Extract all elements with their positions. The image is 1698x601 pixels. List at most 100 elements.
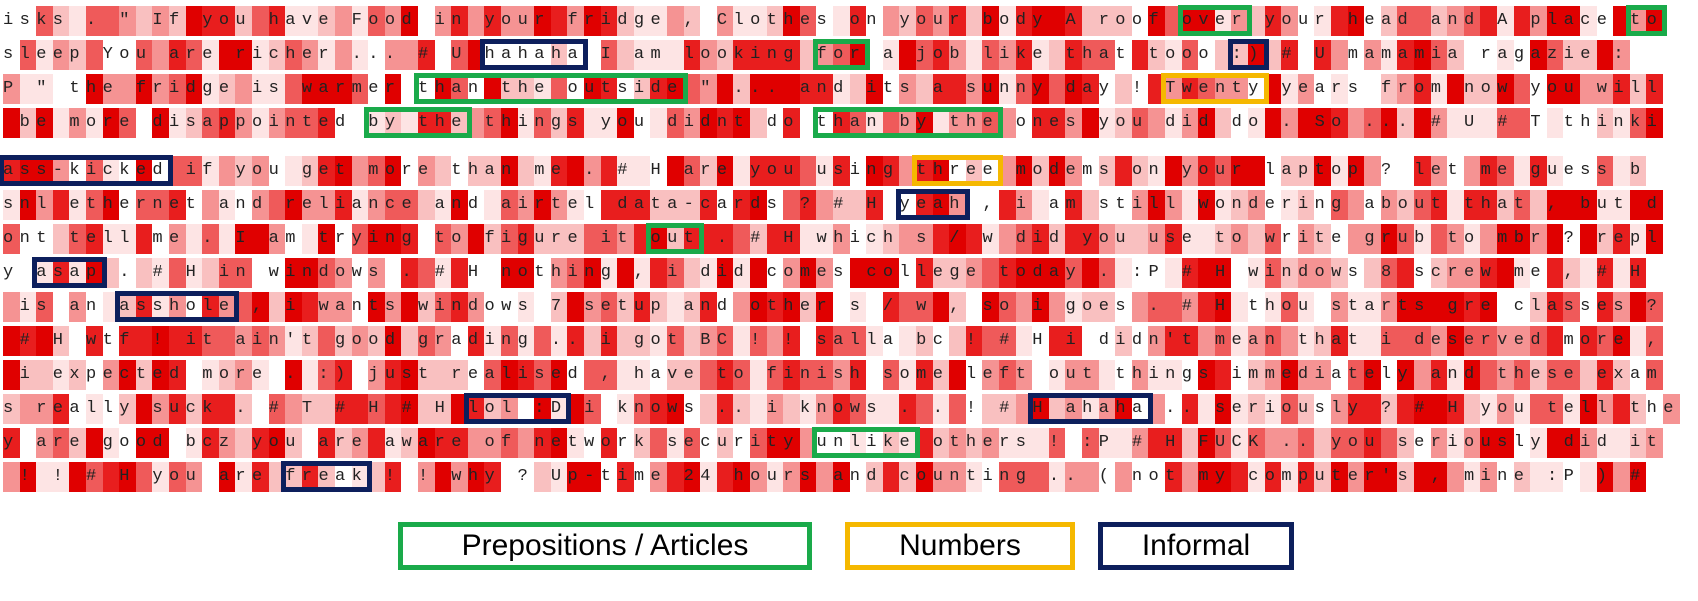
heat-cell xyxy=(667,428,684,458)
heat-cell xyxy=(1646,224,1663,254)
heat-cell xyxy=(550,108,568,138)
heat-cell xyxy=(1297,258,1315,288)
heat-cell xyxy=(882,108,900,138)
heat-cell xyxy=(185,326,203,356)
heat-cell xyxy=(467,108,485,138)
heat-cell xyxy=(584,156,601,186)
heat-cell xyxy=(285,74,302,104)
heat-cell xyxy=(301,74,319,104)
heat-cell xyxy=(750,428,767,458)
heat-cell xyxy=(1165,258,1182,288)
heat-cell xyxy=(501,258,518,288)
heat-cell xyxy=(750,74,767,104)
heat-cell xyxy=(467,428,485,458)
heat-cell xyxy=(86,292,103,322)
heat-cell xyxy=(235,428,252,458)
heat-cell xyxy=(633,394,651,424)
heat-cell xyxy=(1264,462,1282,492)
heat-cell xyxy=(202,156,219,186)
highlight-box: freak xyxy=(281,461,373,492)
heat-cell xyxy=(102,74,120,104)
heat-cell xyxy=(617,74,634,104)
text-line: sleep You are richer ... # U hahaha I am… xyxy=(3,39,1631,70)
heat-cell xyxy=(1347,190,1365,220)
heat-cell xyxy=(467,156,485,186)
heat-cell xyxy=(1281,394,1298,424)
text-segment: others ! :P # H FUCK .. you seriously di… xyxy=(916,433,1664,452)
heat-cell xyxy=(833,6,850,36)
heat-cell xyxy=(700,190,717,220)
heat-cell xyxy=(1613,258,1630,288)
heat-cell xyxy=(1397,258,1414,288)
heat-cell xyxy=(1032,462,1049,492)
heat-cell xyxy=(1281,190,1298,220)
heat-cell xyxy=(1231,40,1248,70)
heat-cell xyxy=(169,462,186,492)
heat-cell xyxy=(368,258,385,288)
heat-cell xyxy=(1596,224,1614,254)
heat-cell xyxy=(268,74,286,104)
heat-cell xyxy=(268,428,286,458)
heat-cell xyxy=(501,428,518,458)
heat-cell xyxy=(683,224,701,254)
heat-cell xyxy=(1380,394,1398,424)
heat-cell xyxy=(1596,428,1614,458)
heat-cell xyxy=(600,394,618,424)
heat-cell xyxy=(285,394,302,424)
heat-cell xyxy=(1181,224,1199,254)
heat-cell xyxy=(401,190,418,220)
heat-cell xyxy=(1181,156,1199,186)
heat-cell xyxy=(484,224,501,254)
heat-cell xyxy=(1148,190,1165,220)
heat-cell xyxy=(1596,258,1614,288)
heat-cell xyxy=(1530,326,1547,356)
heat-cell xyxy=(434,462,452,492)
heat-cell xyxy=(733,360,750,390)
heat-cell xyxy=(19,292,37,322)
heat-cell xyxy=(567,6,584,36)
heat-cell xyxy=(1198,40,1215,70)
heat-cell xyxy=(1480,292,1497,322)
heat-cell xyxy=(932,6,950,36)
heat-cell xyxy=(152,428,169,458)
heat-cell xyxy=(451,462,468,492)
heat-cell xyxy=(1347,40,1365,70)
heat-cell xyxy=(733,326,750,356)
heat-cell xyxy=(849,190,867,220)
heat-cell xyxy=(301,360,319,390)
heat-cell xyxy=(135,292,153,322)
text-segment: # U mamamia ragazie : xyxy=(1264,45,1631,64)
heat-cell xyxy=(849,40,867,70)
heat-cell xyxy=(833,428,850,458)
heat-cell xyxy=(52,224,70,254)
heat-cell xyxy=(3,74,20,104)
heat-cell xyxy=(1048,258,1066,288)
heat-cell xyxy=(1414,258,1431,288)
heat-cell xyxy=(1082,190,1099,220)
heat-cell xyxy=(916,190,933,220)
heat-cell xyxy=(3,462,20,492)
heat-cell xyxy=(484,326,501,356)
heat-cell xyxy=(716,6,734,36)
heat-cell xyxy=(584,190,601,220)
heat-cell xyxy=(235,258,252,288)
heat-cell xyxy=(401,360,418,390)
heat-cell xyxy=(1048,326,1066,356)
heat-cell xyxy=(1414,326,1431,356)
heat-cell xyxy=(517,224,535,254)
heat-cell xyxy=(335,326,352,356)
heat-cell xyxy=(152,224,169,254)
highlight-box: than by the xyxy=(812,107,1004,138)
heat-cell xyxy=(617,108,634,138)
heat-cell xyxy=(932,108,950,138)
heat-cell xyxy=(849,258,867,288)
heat-cell xyxy=(567,326,584,356)
heat-cell xyxy=(1463,190,1481,220)
heat-cell xyxy=(1380,224,1398,254)
heat-cell xyxy=(1115,326,1132,356)
heat-cell xyxy=(949,292,966,322)
text-segment: .. seriously ? # H you tell the xyxy=(1148,399,1680,418)
heat-cell xyxy=(949,108,966,138)
heat-cell xyxy=(1596,292,1614,322)
highlight-box: ass-kicked xyxy=(0,155,174,186)
